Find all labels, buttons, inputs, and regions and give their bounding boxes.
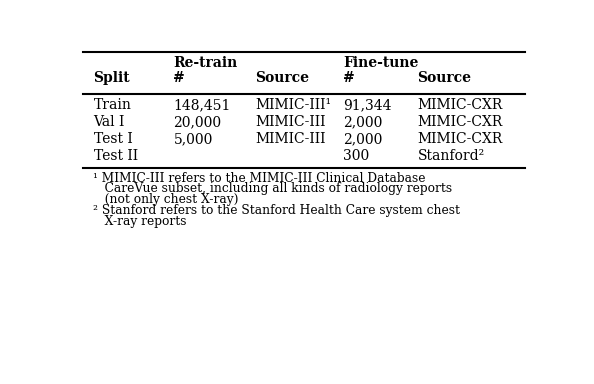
Text: #: #	[173, 71, 185, 86]
Text: Source: Source	[255, 71, 309, 86]
Text: (not only chest X-ray): (not only chest X-ray)	[93, 193, 238, 206]
Text: Stanford²: Stanford²	[418, 149, 485, 163]
Text: Test I: Test I	[94, 132, 132, 146]
Text: 5,000: 5,000	[173, 132, 213, 146]
Text: 2,000: 2,000	[343, 132, 383, 146]
Text: Re-train: Re-train	[173, 56, 238, 70]
Text: 2,000: 2,000	[343, 115, 383, 129]
Text: X-ray reports: X-ray reports	[93, 215, 186, 228]
Text: MIMIC-CXR: MIMIC-CXR	[418, 98, 503, 113]
Text: Train: Train	[94, 98, 131, 113]
Text: Test II: Test II	[94, 149, 138, 163]
Text: 20,000: 20,000	[173, 115, 222, 129]
Text: MIMIC-CXR: MIMIC-CXR	[418, 115, 503, 129]
Text: MIMIC-CXR: MIMIC-CXR	[418, 132, 503, 146]
Text: Fine-tune: Fine-tune	[343, 56, 419, 70]
Text: 91,344: 91,344	[343, 98, 391, 113]
Text: #: #	[343, 71, 355, 86]
Text: CareVue subset, including all kinds of radiology reports: CareVue subset, including all kinds of r…	[93, 182, 452, 195]
Text: Source: Source	[418, 71, 472, 86]
Text: MIMIC-III: MIMIC-III	[255, 132, 326, 146]
Text: ¹ MIMIC-III refers to the MIMIC-III Clinical Database: ¹ MIMIC-III refers to the MIMIC-III Clin…	[93, 172, 425, 185]
Text: ² Stanford refers to the Stanford Health Care system chest: ² Stanford refers to the Stanford Health…	[93, 204, 460, 217]
Text: Split: Split	[94, 71, 130, 86]
Text: MIMIC-III¹: MIMIC-III¹	[255, 98, 331, 113]
Text: MIMIC-III: MIMIC-III	[255, 115, 326, 129]
Text: Val I: Val I	[94, 115, 125, 129]
Text: 148,451: 148,451	[173, 98, 231, 113]
Text: 300: 300	[343, 149, 369, 163]
